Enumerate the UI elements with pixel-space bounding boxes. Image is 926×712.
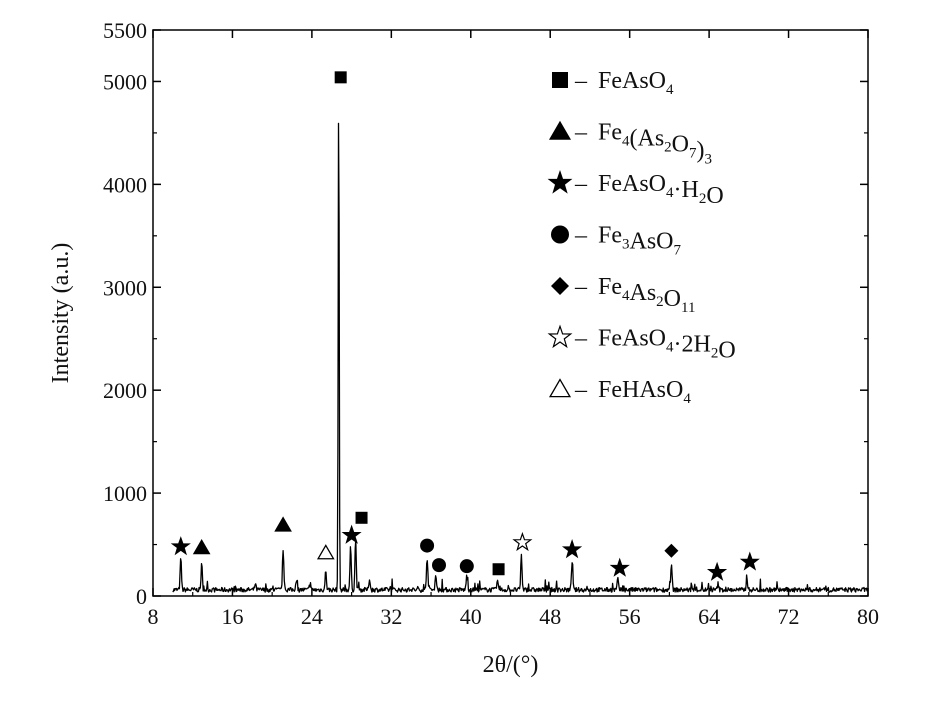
peak-marker-filled-star <box>341 524 362 544</box>
legend-label: Fe4As2O11 <box>598 274 695 316</box>
peak-marker-filled-star <box>170 536 191 556</box>
legend-marker-filled-square <box>552 72 568 88</box>
peak-marker-filled-diamond <box>664 543 679 558</box>
peak-marker-filled-circle <box>459 559 474 574</box>
legend-label: Fe4(As2O7)3 <box>598 120 712 168</box>
x-tick-label: 8 <box>148 604 159 629</box>
legend-marker-filled-triangle <box>548 120 572 140</box>
peak-marker-filled-square <box>492 563 505 576</box>
axis-ticks: 8 16 24 32 40 48 56 64 72 80 0 1000 2000 3000 4000 5000… <box>103 18 879 629</box>
y-tick-label: 2000 <box>103 378 147 403</box>
legend-dash: – <box>574 274 588 300</box>
y-tick-label: 1000 <box>103 481 147 506</box>
legend-dash: – <box>574 377 588 403</box>
x-tick-label: 80 <box>857 604 879 629</box>
legend-marker-filled-diamond <box>551 277 569 295</box>
legend-marker-open-triangle <box>548 378 572 398</box>
legend-label: FeAsO4·H2O <box>598 171 724 209</box>
peak-marker-filled-star <box>706 561 728 581</box>
legend-dash: – <box>574 68 588 94</box>
x-tick-label: 24 <box>301 604 323 629</box>
legend-marker-filled-circle <box>551 225 569 244</box>
legend-label: FeAsO4·2H2O <box>598 326 736 364</box>
legend-label: Fe3AsO7 <box>598 223 682 259</box>
legend-dash: – <box>574 326 588 352</box>
legend-label: FeHAsO4 <box>598 377 691 407</box>
y-tick-label: 0 <box>136 584 147 609</box>
y-tick-label: 3000 <box>103 275 147 300</box>
peak-marker-filled-star <box>609 557 630 577</box>
plot-frame <box>152 29 869 597</box>
peak-marker-filled-circle <box>420 538 435 553</box>
legend: – FeAsO4– Fe4(As2O7)3– FeAsO4·H2O– Fe3AsO7– F… <box>547 68 736 407</box>
peak-marker-filled-star <box>739 551 760 571</box>
legend-marker-open-star <box>547 324 573 349</box>
x-tick-label: 72 <box>778 604 800 629</box>
y-axis-label: Intensity (a.u.) <box>48 243 74 384</box>
peak-marker-filled-triangle <box>192 538 211 555</box>
peak-marker-filled-triangle <box>274 516 292 532</box>
x-tick-label: 40 <box>460 604 482 629</box>
peak-marker-filled-square <box>355 511 368 524</box>
peak-markers <box>170 71 760 581</box>
legend-marker-filled-star <box>547 169 573 194</box>
peak-marker-open-star <box>512 531 533 552</box>
peak-marker-filled-circle <box>432 558 446 573</box>
x-tick-label: 64 <box>698 604 720 629</box>
legend-dash: – <box>574 171 588 197</box>
y-tick-label: 4000 <box>103 172 147 197</box>
peak-marker-filled-star <box>561 539 583 559</box>
peak-marker-open-triangle <box>316 544 335 560</box>
y-tick-label: 5000 <box>103 69 147 94</box>
data-layer <box>172 122 869 593</box>
peak-marker-filled-square <box>334 71 347 84</box>
x-tick-label: 32 <box>380 604 402 629</box>
legend-label: FeAsO4 <box>598 68 674 98</box>
y-tick-label: 5500 <box>103 18 147 43</box>
x-axis-label: 2θ/(°) <box>483 652 539 678</box>
x-tick-label: 48 <box>539 604 561 629</box>
x-tick-label: 56 <box>619 604 641 629</box>
x-tick-label: 16 <box>221 604 243 629</box>
legend-dash: – <box>574 120 588 146</box>
legend-dash: – <box>574 223 588 249</box>
xrd-pattern-line <box>172 122 869 593</box>
